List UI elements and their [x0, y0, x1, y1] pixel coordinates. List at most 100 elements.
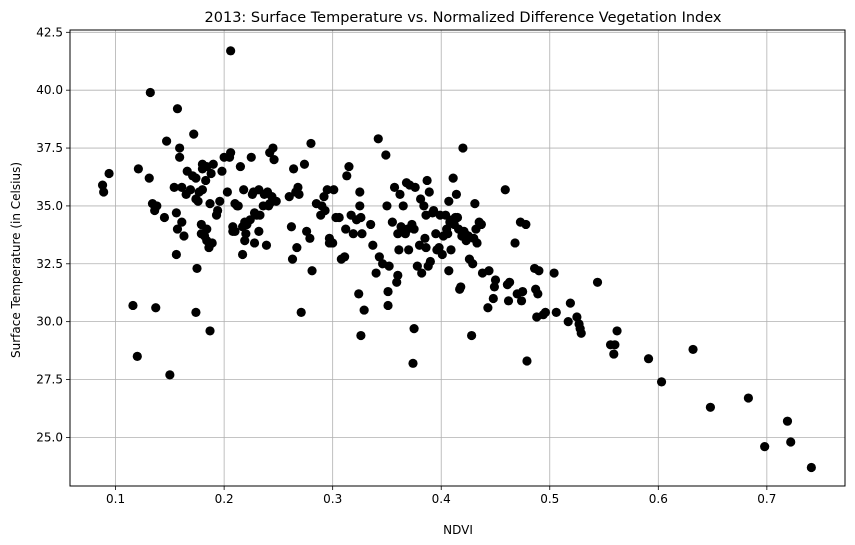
data-point	[533, 289, 543, 299]
data-point	[356, 212, 366, 223]
x-tick-label: 0.4	[432, 492, 451, 506]
x-axis-label: NDVI	[443, 523, 473, 537]
data-point	[175, 152, 185, 162]
data-point	[516, 296, 527, 306]
data-point	[177, 217, 187, 227]
data-point	[440, 210, 451, 220]
data-point	[484, 266, 494, 276]
data-point	[393, 270, 403, 280]
data-point	[133, 164, 143, 174]
data-point	[235, 161, 246, 172]
data-point	[192, 263, 202, 274]
data-point	[268, 143, 278, 153]
data-point	[490, 275, 501, 285]
data-point	[434, 242, 444, 253]
data-point	[518, 286, 528, 297]
data-point	[294, 189, 304, 199]
data-point	[172, 224, 183, 234]
grid-lines	[70, 30, 845, 486]
data-point	[357, 229, 367, 239]
data-point	[368, 240, 378, 250]
data-point	[205, 326, 215, 336]
data-point	[534, 266, 544, 276]
y-axis-label: Surface Temperature (in Celsius)	[9, 162, 23, 358]
data-point	[286, 222, 297, 232]
data-point	[128, 300, 138, 311]
data-point	[451, 189, 462, 199]
data-point	[381, 150, 391, 160]
data-point	[446, 245, 456, 255]
data-point	[410, 182, 420, 193]
data-point	[395, 189, 405, 199]
data-point	[394, 245, 404, 255]
data-point	[169, 182, 179, 193]
data-point	[269, 155, 279, 165]
data-point	[208, 159, 218, 169]
data-point	[422, 175, 432, 186]
data-point	[292, 242, 302, 253]
data-point	[299, 159, 310, 169]
data-point	[145, 87, 155, 98]
data-point	[322, 185, 332, 195]
data-point	[230, 226, 240, 236]
data-point	[456, 282, 466, 292]
y-tick-label: 27.5	[36, 373, 63, 387]
data-point	[383, 300, 393, 311]
data-point	[421, 242, 431, 253]
data-point	[162, 136, 172, 146]
data-point	[254, 226, 264, 236]
data-point	[191, 307, 201, 317]
data-point	[643, 354, 654, 364]
data-point	[151, 303, 161, 313]
y-tick-label: 30.0	[36, 315, 63, 329]
data-point	[240, 236, 250, 246]
data-point	[293, 182, 303, 193]
data-point	[572, 312, 582, 322]
data-point	[213, 205, 223, 216]
data-point	[201, 175, 211, 186]
data-point	[374, 252, 384, 262]
data-point	[307, 266, 317, 276]
data-point	[592, 277, 603, 287]
data-point	[565, 298, 575, 308]
data-point	[483, 303, 493, 313]
data-point	[171, 208, 181, 218]
data-point	[241, 229, 251, 239]
x-tick-label: 0.5	[540, 492, 559, 506]
data-point	[328, 238, 338, 248]
data-point	[424, 187, 434, 197]
data-point	[348, 229, 358, 239]
data-point	[207, 238, 217, 248]
data-point	[172, 104, 183, 114]
data-point	[222, 187, 232, 197]
x-axis-ticks: 0.1 0.2 0.3 0.4 0.5 0.6 0.7	[106, 486, 776, 506]
data-point	[470, 199, 480, 209]
data-point	[389, 182, 400, 193]
data-point	[383, 286, 393, 297]
data-point	[609, 349, 619, 359]
data-point	[233, 201, 243, 211]
data-point	[760, 442, 770, 452]
data-point	[468, 259, 478, 269]
data-point	[444, 266, 454, 276]
data-point	[366, 219, 376, 230]
data-point	[371, 268, 381, 278]
data-point	[782, 416, 793, 426]
data-point	[159, 212, 170, 223]
data-point	[373, 134, 383, 144]
data-point	[206, 168, 216, 179]
data-point	[165, 370, 175, 380]
data-point	[302, 226, 312, 236]
plot-frame	[69, 29, 846, 487]
data-point	[226, 148, 236, 158]
data-point	[489, 282, 500, 292]
data-point	[425, 256, 435, 267]
data-point	[249, 238, 260, 248]
data-point	[404, 245, 414, 255]
data-point	[215, 196, 225, 206]
data-point	[132, 351, 142, 361]
data-point	[429, 205, 439, 216]
data-point	[341, 224, 351, 234]
data-point	[505, 277, 515, 287]
data-point	[261, 240, 272, 250]
